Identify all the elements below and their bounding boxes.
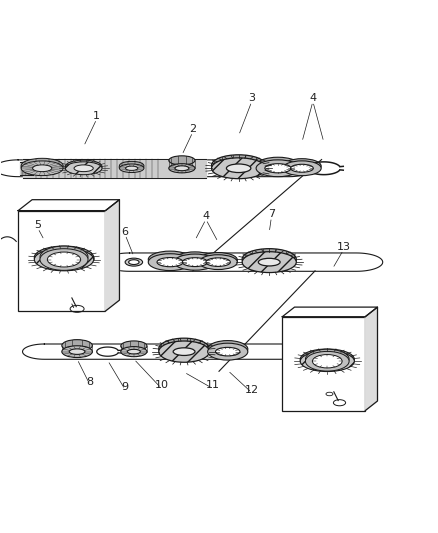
Ellipse shape	[283, 161, 321, 176]
Ellipse shape	[226, 164, 251, 173]
Ellipse shape	[148, 251, 192, 268]
Ellipse shape	[120, 161, 144, 170]
Ellipse shape	[265, 164, 291, 173]
Ellipse shape	[69, 349, 85, 354]
Ellipse shape	[312, 354, 342, 368]
Ellipse shape	[65, 162, 102, 175]
Ellipse shape	[157, 257, 183, 266]
Ellipse shape	[212, 155, 266, 176]
Ellipse shape	[21, 158, 63, 173]
Ellipse shape	[62, 346, 92, 358]
Ellipse shape	[208, 343, 248, 360]
Ellipse shape	[34, 248, 94, 271]
Text: 2: 2	[189, 124, 196, 134]
Ellipse shape	[283, 159, 321, 173]
Text: 7: 7	[268, 209, 275, 219]
Ellipse shape	[127, 349, 141, 354]
Text: 4: 4	[202, 211, 209, 221]
Text: 4: 4	[309, 93, 316, 103]
Ellipse shape	[125, 258, 143, 266]
Polygon shape	[106, 200, 120, 311]
Ellipse shape	[256, 160, 300, 176]
Ellipse shape	[159, 341, 209, 362]
Ellipse shape	[126, 166, 138, 171]
Text: 9: 9	[122, 382, 129, 392]
Ellipse shape	[199, 255, 237, 270]
Text: 10: 10	[154, 380, 168, 390]
Text: 8: 8	[87, 377, 94, 387]
Ellipse shape	[315, 357, 339, 366]
Bar	[283, 317, 365, 410]
Ellipse shape	[300, 349, 354, 369]
Ellipse shape	[65, 160, 102, 173]
Ellipse shape	[305, 349, 349, 369]
Ellipse shape	[129, 260, 139, 264]
Ellipse shape	[173, 348, 195, 356]
Ellipse shape	[40, 249, 88, 270]
Ellipse shape	[121, 346, 147, 357]
Ellipse shape	[175, 166, 189, 171]
Ellipse shape	[208, 341, 248, 358]
Ellipse shape	[206, 258, 230, 266]
Ellipse shape	[159, 338, 209, 359]
Ellipse shape	[174, 252, 216, 268]
Ellipse shape	[62, 340, 92, 351]
Ellipse shape	[148, 254, 192, 271]
Bar	[18, 211, 106, 311]
Ellipse shape	[242, 252, 296, 272]
Ellipse shape	[300, 351, 354, 372]
Ellipse shape	[215, 348, 240, 356]
Ellipse shape	[120, 164, 144, 173]
Ellipse shape	[174, 254, 216, 270]
Polygon shape	[365, 307, 378, 410]
Ellipse shape	[21, 161, 63, 175]
Ellipse shape	[40, 246, 88, 268]
Text: 6: 6	[122, 227, 129, 237]
Ellipse shape	[169, 164, 195, 173]
Ellipse shape	[290, 164, 313, 172]
Ellipse shape	[305, 351, 349, 371]
Text: 3: 3	[248, 93, 255, 103]
Ellipse shape	[242, 249, 296, 270]
Text: 13: 13	[336, 242, 350, 252]
Ellipse shape	[121, 341, 147, 351]
Ellipse shape	[258, 259, 280, 266]
Ellipse shape	[74, 165, 93, 172]
Ellipse shape	[212, 158, 266, 179]
Ellipse shape	[199, 253, 237, 268]
Ellipse shape	[51, 255, 77, 264]
Text: 12: 12	[245, 385, 259, 394]
Ellipse shape	[182, 257, 208, 266]
Ellipse shape	[256, 157, 300, 174]
Ellipse shape	[34, 246, 94, 269]
Text: 1: 1	[93, 111, 100, 121]
Ellipse shape	[169, 156, 195, 165]
Text: 11: 11	[205, 380, 219, 390]
Text: 5: 5	[34, 220, 41, 230]
Ellipse shape	[32, 165, 52, 172]
Ellipse shape	[47, 252, 81, 267]
